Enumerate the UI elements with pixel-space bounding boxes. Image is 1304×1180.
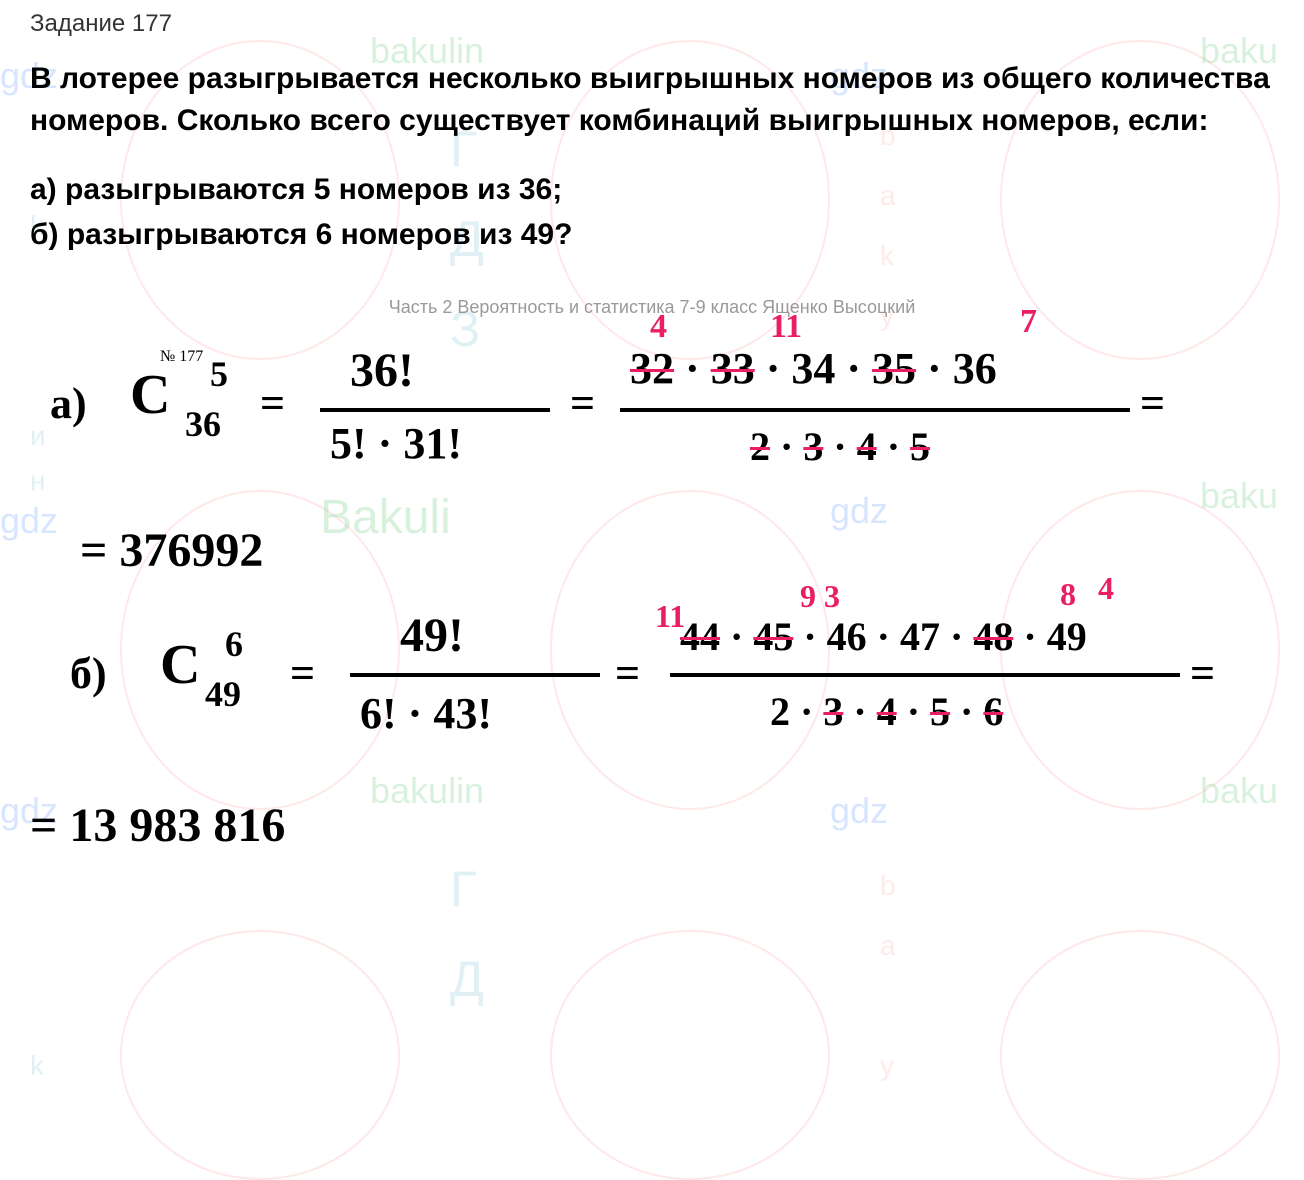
combination-c: C (130, 363, 170, 427)
struck-35: 35 (872, 344, 916, 393)
solution-a-label: а) (50, 378, 87, 429)
equals: = (290, 648, 315, 699)
combination-lower: 49 (205, 673, 241, 715)
struck-5: 5 (910, 424, 930, 469)
fraction-bar (670, 673, 1180, 677)
equals: = (1140, 378, 1165, 429)
struck-2: 2 (750, 424, 770, 469)
pink-annotation: 7 (1020, 303, 1037, 341)
struck-3: 3 (823, 689, 843, 734)
struck-4: 4 (857, 424, 877, 469)
fraction-bar (350, 673, 600, 677)
frac1-denominator: 5! · 31! (330, 418, 462, 469)
struck-5: 5 (930, 689, 950, 734)
solution-area: а) № 177 C 5 36 = 36! 5! · 31! = 4 11 7 … (30, 328, 1274, 928)
problem-part-b: б) разыгрываются 6 номеров из 49? (30, 218, 572, 251)
face-watermark (1000, 930, 1280, 1180)
struck-44: 44 (680, 614, 720, 659)
frac2-denominator: 2 · 3 · 4 · 5 · 6 (770, 688, 1003, 735)
solution-a-result: = 376992 (80, 523, 263, 578)
equals: = (260, 378, 285, 429)
face-watermark (550, 930, 830, 1180)
struck-45: 45 (753, 614, 793, 659)
struck-48: 48 (973, 614, 1013, 659)
frac2-denominator: 2 · 3 · 4 · 5 (750, 423, 930, 470)
problem-line1: В лотерее разыгрывается несколько выигры… (30, 62, 1270, 95)
equals: = (615, 648, 640, 699)
problem-line2: номеров. Сколько всего существует комбин… (30, 104, 1208, 137)
struck-3: 3 (803, 424, 823, 469)
frac1-denominator: 6! · 43! (360, 688, 492, 739)
equals: = (1190, 648, 1215, 699)
struck-33: 33 (711, 344, 755, 393)
struck-32: 32 (630, 344, 674, 393)
problem-parts: а) разыгрываются 5 номеров из 36; б) раз… (30, 167, 1274, 257)
frac2-numerator: 44 · 45 · 46 · 47 · 48 · 49 (680, 613, 1087, 660)
task-header: Задание 177 (30, 10, 1274, 38)
watermark-letter: y (880, 1050, 894, 1082)
pink-annotation: 9 3 (800, 578, 840, 615)
frac1-numerator: 49! (400, 608, 464, 663)
fraction-bar (620, 408, 1130, 412)
frac1-numerator: 36! (350, 343, 414, 398)
problem-statement: В лотерее разыгрывается несколько выигры… (30, 58, 1274, 142)
watermark-letter: Д (450, 950, 484, 1008)
fraction-bar (320, 408, 550, 412)
content-area: Задание 177 В лотерее разыгрывается неск… (0, 0, 1304, 938)
struck-6: 6 (983, 689, 1003, 734)
pink-annotation: 4 (650, 308, 667, 346)
combination-upper: 5 (210, 353, 228, 395)
equals: = (570, 378, 595, 429)
solution-b-label: б) (70, 648, 107, 699)
face-watermark (120, 930, 400, 1180)
pink-annotation: 11 (770, 308, 802, 346)
combination-c: C (160, 633, 200, 697)
combination-upper: 6 (225, 623, 243, 665)
watermark-letter: k (30, 1050, 44, 1082)
struck-4: 4 (877, 689, 897, 734)
combination-lower: 36 (185, 403, 221, 445)
pink-annotation: 8 (1060, 576, 1076, 613)
problem-part-a: а) разыгрываются 5 номеров из 36; (30, 173, 562, 206)
solution-b-result: = 13 983 816 (30, 798, 285, 853)
frac2-numerator: 32 · 33 · 34 · 35 · 36 (630, 343, 997, 394)
pink-annotation: 4 (1098, 570, 1114, 607)
